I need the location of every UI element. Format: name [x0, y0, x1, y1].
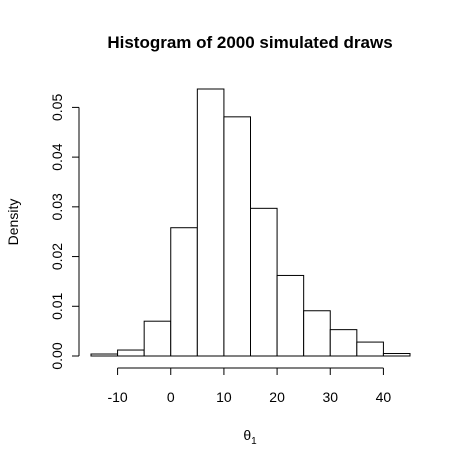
x-tick-label: 40	[376, 389, 392, 405]
x-axis-label: θ1	[243, 427, 257, 447]
y-axis-label: Density	[5, 199, 21, 246]
histogram-bar	[250, 207, 278, 357]
x-tick-label: 20	[269, 389, 285, 405]
histogram-bar	[143, 320, 172, 357]
chart-title: Histogram of 2000 simulated draws	[107, 33, 392, 52]
histogram-bar	[117, 349, 145, 357]
histogram-bar	[170, 227, 198, 357]
histogram-bar	[276, 274, 305, 357]
x-axis-label-subscript: 1	[251, 436, 257, 447]
bars-group	[90, 88, 411, 357]
x-tick-label: 10	[216, 389, 232, 405]
x-axis-label-base: θ	[243, 427, 251, 443]
y-tick-label: 0.00	[49, 342, 65, 369]
histogram-bar	[223, 116, 252, 357]
y-axis: 0.00 0.01 0.02 0.03 0.04 0.05	[49, 94, 80, 370]
x-axis: -10 0 10 20 30 40	[107, 367, 392, 405]
histogram-bar	[329, 329, 358, 357]
y-tick-label: 0.05	[49, 94, 65, 121]
y-tick-label: 0.01	[49, 292, 65, 319]
x-tick-label: 30	[322, 389, 338, 405]
x-tick-label: 0	[167, 389, 175, 405]
y-tick-label: 0.03	[49, 193, 65, 220]
histogram-bar	[356, 341, 384, 357]
histogram-bar	[90, 353, 119, 357]
histogram-bar	[196, 88, 225, 357]
histogram-bar	[382, 353, 411, 357]
histogram-bar	[303, 310, 331, 357]
y-tick-label: 0.02	[49, 243, 65, 270]
x-tick-label: -10	[107, 389, 127, 405]
y-tick-label: 0.04	[49, 143, 65, 170]
